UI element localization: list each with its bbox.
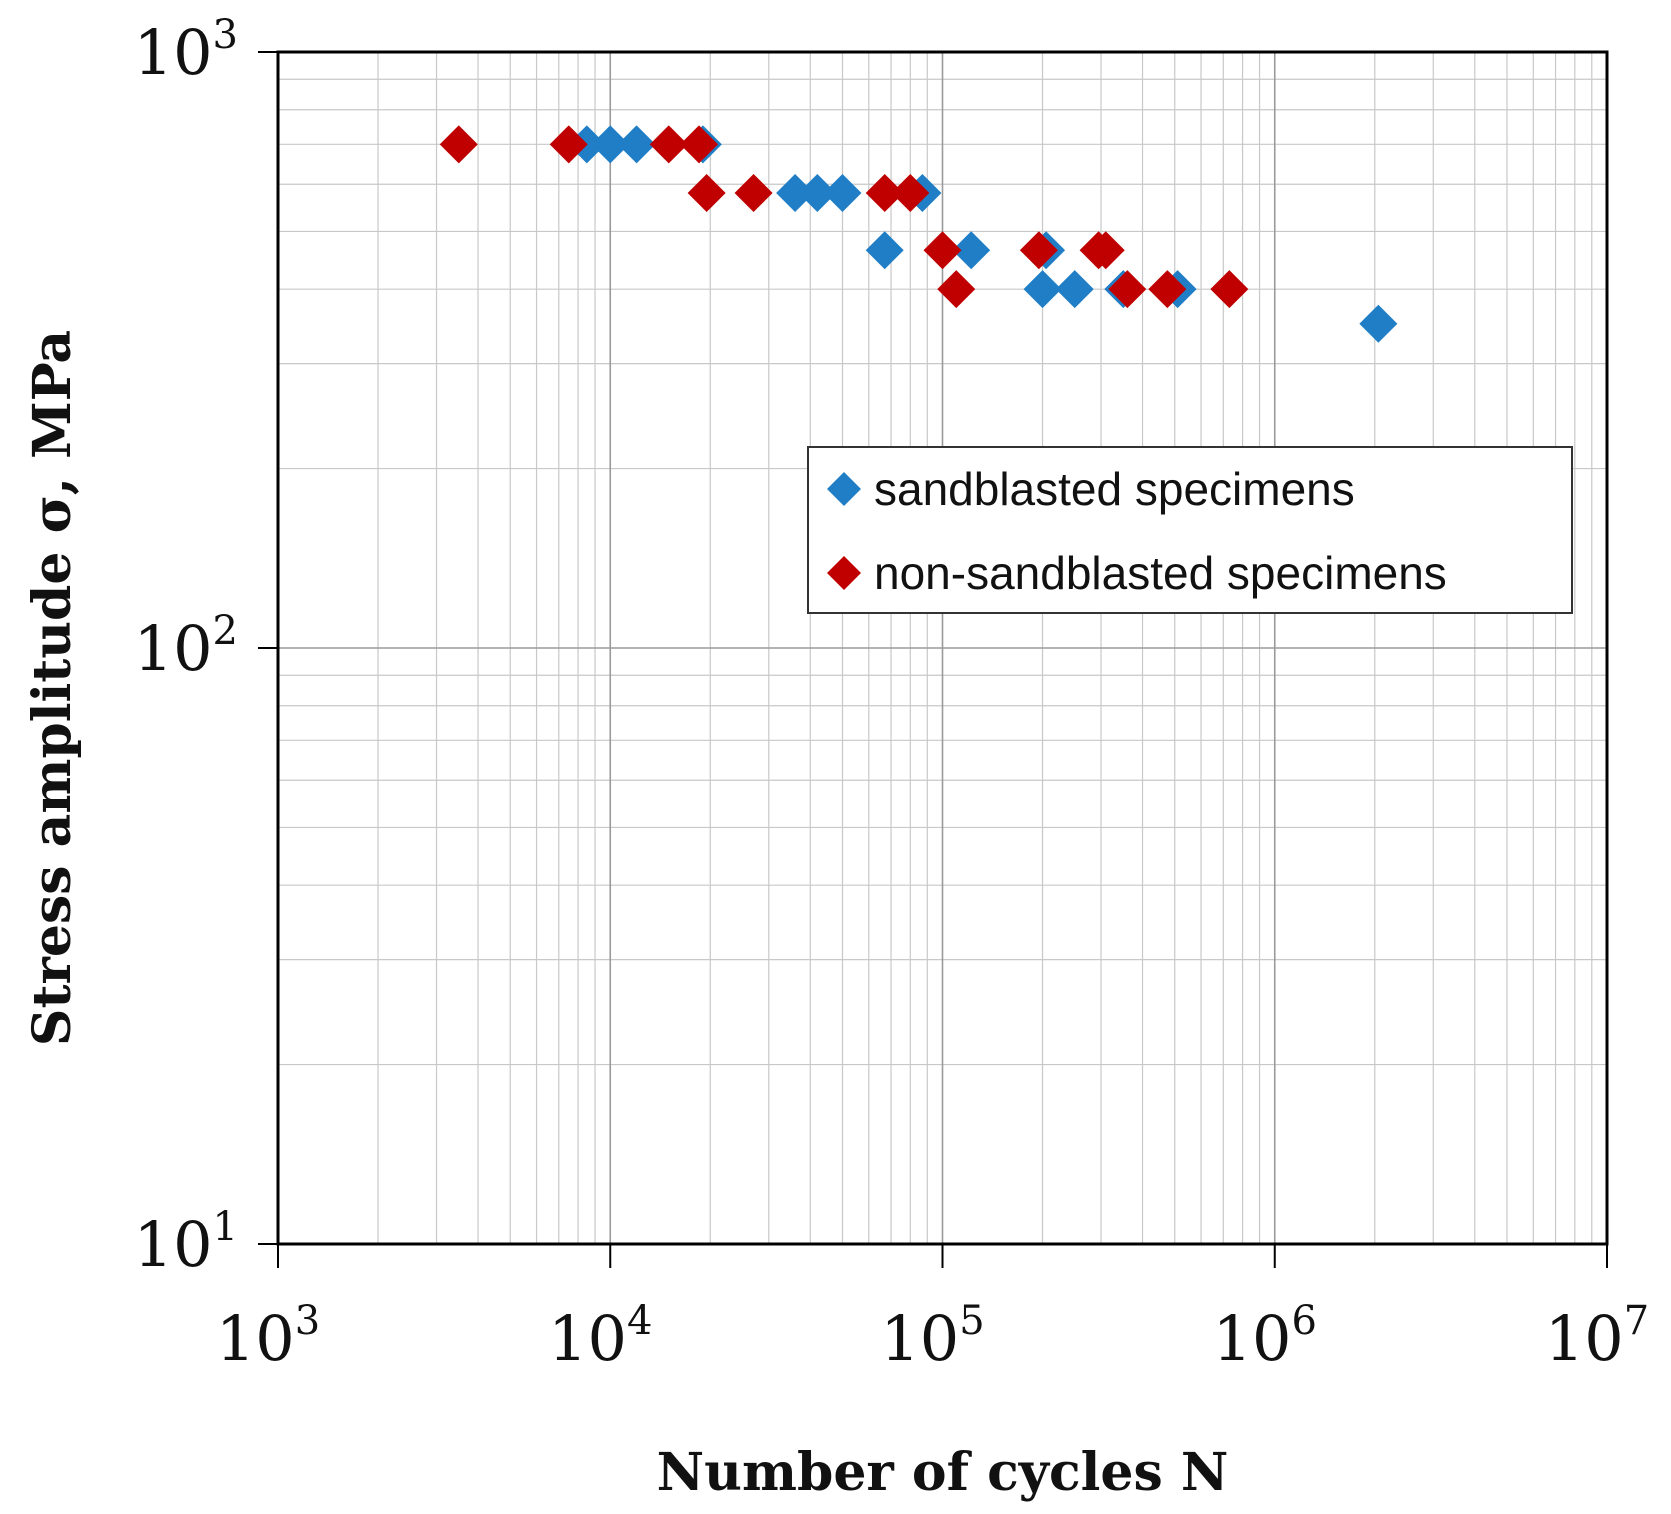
data-point — [439, 125, 478, 164]
legend: sandblasted specimens non-sandblasted sp… — [807, 446, 1573, 614]
data-point — [549, 125, 588, 164]
x-tick-label: 106 — [1213, 1298, 1317, 1375]
legend-label-non-sandblasted: non-sandblasted specimens — [874, 547, 1447, 599]
data-point — [1086, 231, 1125, 270]
data-point — [680, 125, 719, 164]
data-point — [617, 125, 656, 164]
series-sandblasted — [567, 125, 1398, 343]
data-point — [776, 173, 815, 212]
data-point — [1108, 270, 1147, 309]
data-point — [649, 125, 688, 164]
x-axis-title: Number of cycles N — [657, 1442, 1229, 1503]
legend-marker-sandblasted — [827, 472, 861, 506]
legend-label-sandblasted: sandblasted specimens — [874, 463, 1355, 515]
axis-ticks — [258, 51, 1608, 1268]
data-point — [1019, 231, 1058, 270]
data-point — [734, 173, 773, 212]
x-tick-label: 105 — [880, 1298, 984, 1375]
data-point — [937, 270, 976, 309]
data-point — [591, 125, 630, 164]
x-tick-label: 103 — [216, 1298, 320, 1375]
major-grid — [277, 52, 1607, 1245]
data-point — [823, 173, 862, 212]
data-point — [1210, 270, 1249, 309]
y-tick-label: 102 — [134, 608, 238, 685]
data-point — [1359, 304, 1398, 343]
data-point — [891, 173, 930, 212]
data-point — [798, 173, 837, 212]
data-point — [952, 231, 991, 270]
data-point — [923, 231, 962, 270]
x-tick-label: 104 — [548, 1298, 652, 1375]
data-point — [1148, 270, 1187, 309]
legend-box — [807, 446, 1573, 614]
legend-marker-non-sandblasted — [827, 556, 861, 590]
y-tick-label: 101 — [134, 1204, 238, 1281]
y-axis-title: Stress amplitude σ, MPa — [22, 330, 83, 1046]
y-tick-label: 103 — [134, 12, 238, 89]
data-point — [865, 231, 904, 270]
x-tick-label: 107 — [1545, 1298, 1649, 1375]
tick-labels: 103 104 105 106 107 101 102 103 — [134, 12, 1650, 1375]
series-non-sandblasted — [439, 125, 1249, 309]
data-point — [1023, 270, 1062, 309]
data-point — [1055, 270, 1094, 309]
data-points — [439, 125, 1398, 343]
data-point — [687, 173, 726, 212]
data-point — [865, 173, 904, 212]
